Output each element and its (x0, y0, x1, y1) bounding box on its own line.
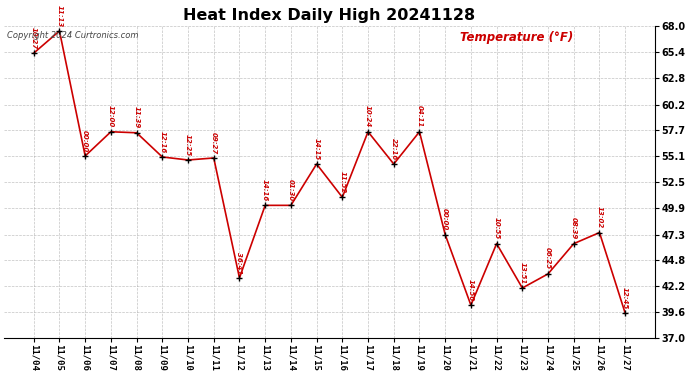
Text: 12:16: 12:16 (159, 130, 166, 153)
Text: 14:16: 14:16 (262, 179, 268, 201)
Text: 13:02: 13:02 (596, 206, 602, 228)
Title: Heat Index Daily High 20241128: Heat Index Daily High 20241128 (184, 8, 475, 23)
Text: 14:50: 14:50 (468, 279, 474, 301)
Text: Copyright 2024 Curtronics.com: Copyright 2024 Curtronics.com (8, 31, 139, 40)
Text: 00:00: 00:00 (442, 208, 448, 230)
Text: 14:15: 14:15 (314, 138, 319, 160)
Text: 10:24: 10:24 (365, 105, 371, 128)
Text: 00:00: 00:00 (82, 129, 88, 152)
Text: 11:39: 11:39 (134, 106, 139, 129)
Text: 12:00: 12:00 (108, 105, 114, 128)
Text: 08:39: 08:39 (571, 217, 577, 240)
Text: 10:55: 10:55 (493, 217, 500, 240)
Text: Temperature (°F): Temperature (°F) (460, 31, 573, 44)
Text: 09:27: 09:27 (210, 132, 217, 154)
Text: 06:25: 06:25 (545, 248, 551, 270)
Text: 12:25: 12:25 (185, 134, 191, 156)
Text: 36:41: 36:41 (237, 252, 242, 274)
Text: 10:27: 10:27 (31, 27, 37, 49)
Text: 12:45: 12:45 (622, 287, 628, 309)
Text: 22:16: 22:16 (391, 138, 397, 160)
Text: 11:13: 11:13 (57, 4, 63, 27)
Text: 13:51: 13:51 (520, 262, 525, 284)
Text: 04:11: 04:11 (417, 105, 422, 128)
Text: 11:52: 11:52 (339, 171, 345, 193)
Text: 01:30: 01:30 (288, 179, 294, 201)
